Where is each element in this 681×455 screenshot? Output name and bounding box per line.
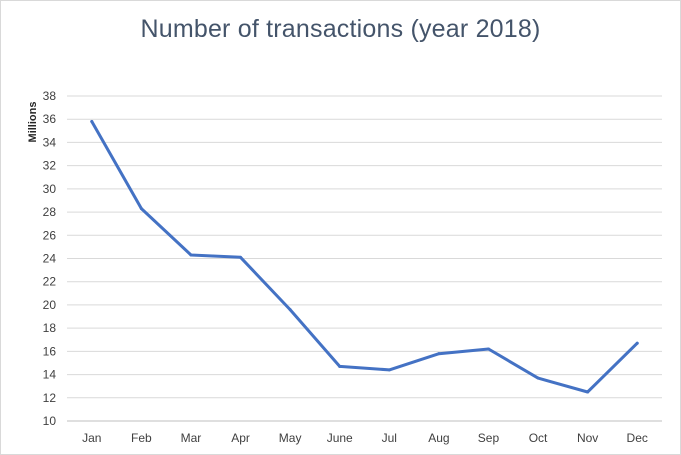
y-tick-label: 22 (43, 275, 57, 289)
data-point (635, 341, 639, 345)
x-tick-label: Aug (428, 431, 449, 445)
y-tick-label: 24 (43, 252, 57, 266)
y-tick-label: 10 (43, 414, 57, 428)
x-tick-label: Jan (82, 431, 101, 445)
data-point (239, 255, 243, 259)
y-tick-label: 26 (43, 228, 57, 242)
data-point (139, 207, 143, 211)
x-tick-label: Nov (577, 431, 598, 445)
data-point (90, 120, 94, 124)
data-point (486, 347, 490, 351)
x-tick-label: Oct (529, 431, 548, 445)
series-layer (90, 120, 639, 394)
y-tick-label: 38 (43, 89, 57, 103)
chart-title: Number of transactions (year 2018) (140, 15, 541, 43)
y-tick-label: 34 (43, 135, 57, 149)
data-point (288, 308, 292, 312)
data-point (387, 368, 391, 372)
y-tick-label: 32 (43, 159, 57, 173)
y-tick-label: 12 (43, 391, 57, 405)
series-line (90, 120, 639, 394)
y-tick-label: 16 (43, 344, 57, 358)
x-tick-label: June (327, 431, 353, 445)
x-tick-label: Dec (627, 431, 648, 445)
data-point (536, 376, 540, 380)
x-tick-label: Feb (131, 431, 152, 445)
x-tick-label: Sep (478, 431, 500, 445)
x-tick-label: Mar (181, 431, 202, 445)
data-point (338, 364, 342, 368)
y-tick-label: 36 (43, 112, 57, 126)
x-tick-label: Apr (231, 431, 250, 445)
y-axis-ticks: 10 12 14 16 18 20 22 24 26 28 30 32 34 36 38 (43, 89, 57, 428)
x-tick-label: May (279, 431, 302, 445)
data-point (189, 253, 193, 257)
x-axis-ticks: Jan Feb Mar Apr May June Jul Aug Sep Oct Nov Dec (82, 431, 648, 445)
data-point (437, 352, 441, 356)
y-tick-label: 20 (43, 298, 57, 312)
y-tick-label: 18 (43, 321, 57, 335)
gridlines (67, 95, 662, 422)
y-tick-label: 28 (43, 205, 57, 219)
x-tick-label: Jul (382, 431, 397, 445)
y-axis-title: Millions (27, 102, 39, 143)
y-tick-label: 30 (43, 182, 57, 196)
y-tick-label: 14 (43, 368, 57, 382)
data-point (586, 390, 590, 394)
